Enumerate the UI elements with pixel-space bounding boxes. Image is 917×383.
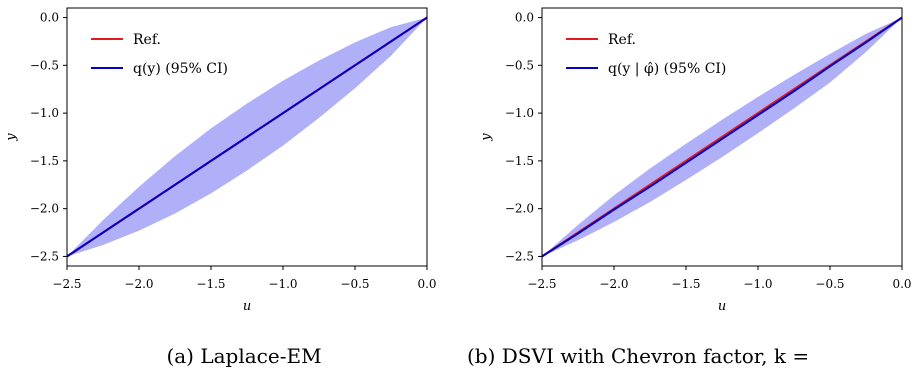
legend-label-q: q(y | φ̂) (95% CI) — [608, 61, 726, 77]
y-tick-label: −0.5 — [30, 58, 59, 72]
x-tick-label: −1.5 — [196, 277, 225, 291]
y-tick-label: −1.0 — [505, 106, 534, 120]
x-tick-label: −2.0 — [124, 277, 153, 291]
caption-b: (b) DSVI with Chevron factor, k = — [467, 344, 809, 368]
x-tick-label: 0.0 — [417, 277, 436, 291]
chart-panel-b: −2.5 −2.0 −1.5 −1.0 −0.5 0.0 0.0 −0.5 −1.0 −1.5 −2… — [479, 7, 912, 314]
y-tick-label: −2.5 — [505, 249, 534, 263]
y-tick-label: 0.0 — [40, 11, 59, 25]
caption-a: (a) Laplace-EM — [166, 344, 321, 368]
x-tick-label: −1.0 — [268, 277, 297, 291]
x-tick-label: −0.5 — [815, 277, 844, 291]
y-tick-label: −1.5 — [505, 154, 534, 168]
x-axis-label: u — [718, 299, 726, 314]
y-axis-label: y — [4, 133, 19, 142]
x-axis-label: u — [243, 299, 251, 314]
chart-panel-a: −2.5 −2.0 −1.5 −1.0 −0.5 0.0 0.0 −0.5 −1.0 −1.5 −2… — [4, 7, 437, 314]
y-tick-label: −0.5 — [505, 58, 534, 72]
series-line-q — [541, 16, 903, 258]
y-tick-label: −2.0 — [505, 202, 534, 216]
x-tick-label: −1.5 — [671, 277, 700, 291]
series-line-q — [66, 16, 428, 258]
y-tick-label: −1.0 — [30, 106, 59, 120]
y-tick-label: −1.5 — [30, 154, 59, 168]
plot-frame — [66, 7, 428, 267]
x-tick-label: −1.0 — [743, 277, 772, 291]
x-tick-label: −2.0 — [599, 277, 628, 291]
legend-label-q: q(y) (95% CI) — [133, 61, 228, 77]
x-tick-label: −2.5 — [527, 277, 556, 291]
y-axis-label: y — [479, 133, 494, 142]
legend-label-ref: Ref. — [133, 32, 161, 48]
y-tick-label: −2.5 — [30, 249, 59, 263]
y-tick-label: 0.0 — [515, 11, 534, 25]
x-tick-label: −0.5 — [340, 277, 369, 291]
x-tick-label: 0.0 — [892, 277, 911, 291]
x-tick-label: −2.5 — [52, 277, 81, 291]
y-tick-label: −2.0 — [30, 202, 59, 216]
plot-frame — [541, 7, 903, 267]
legend-label-ref: Ref. — [608, 32, 636, 48]
